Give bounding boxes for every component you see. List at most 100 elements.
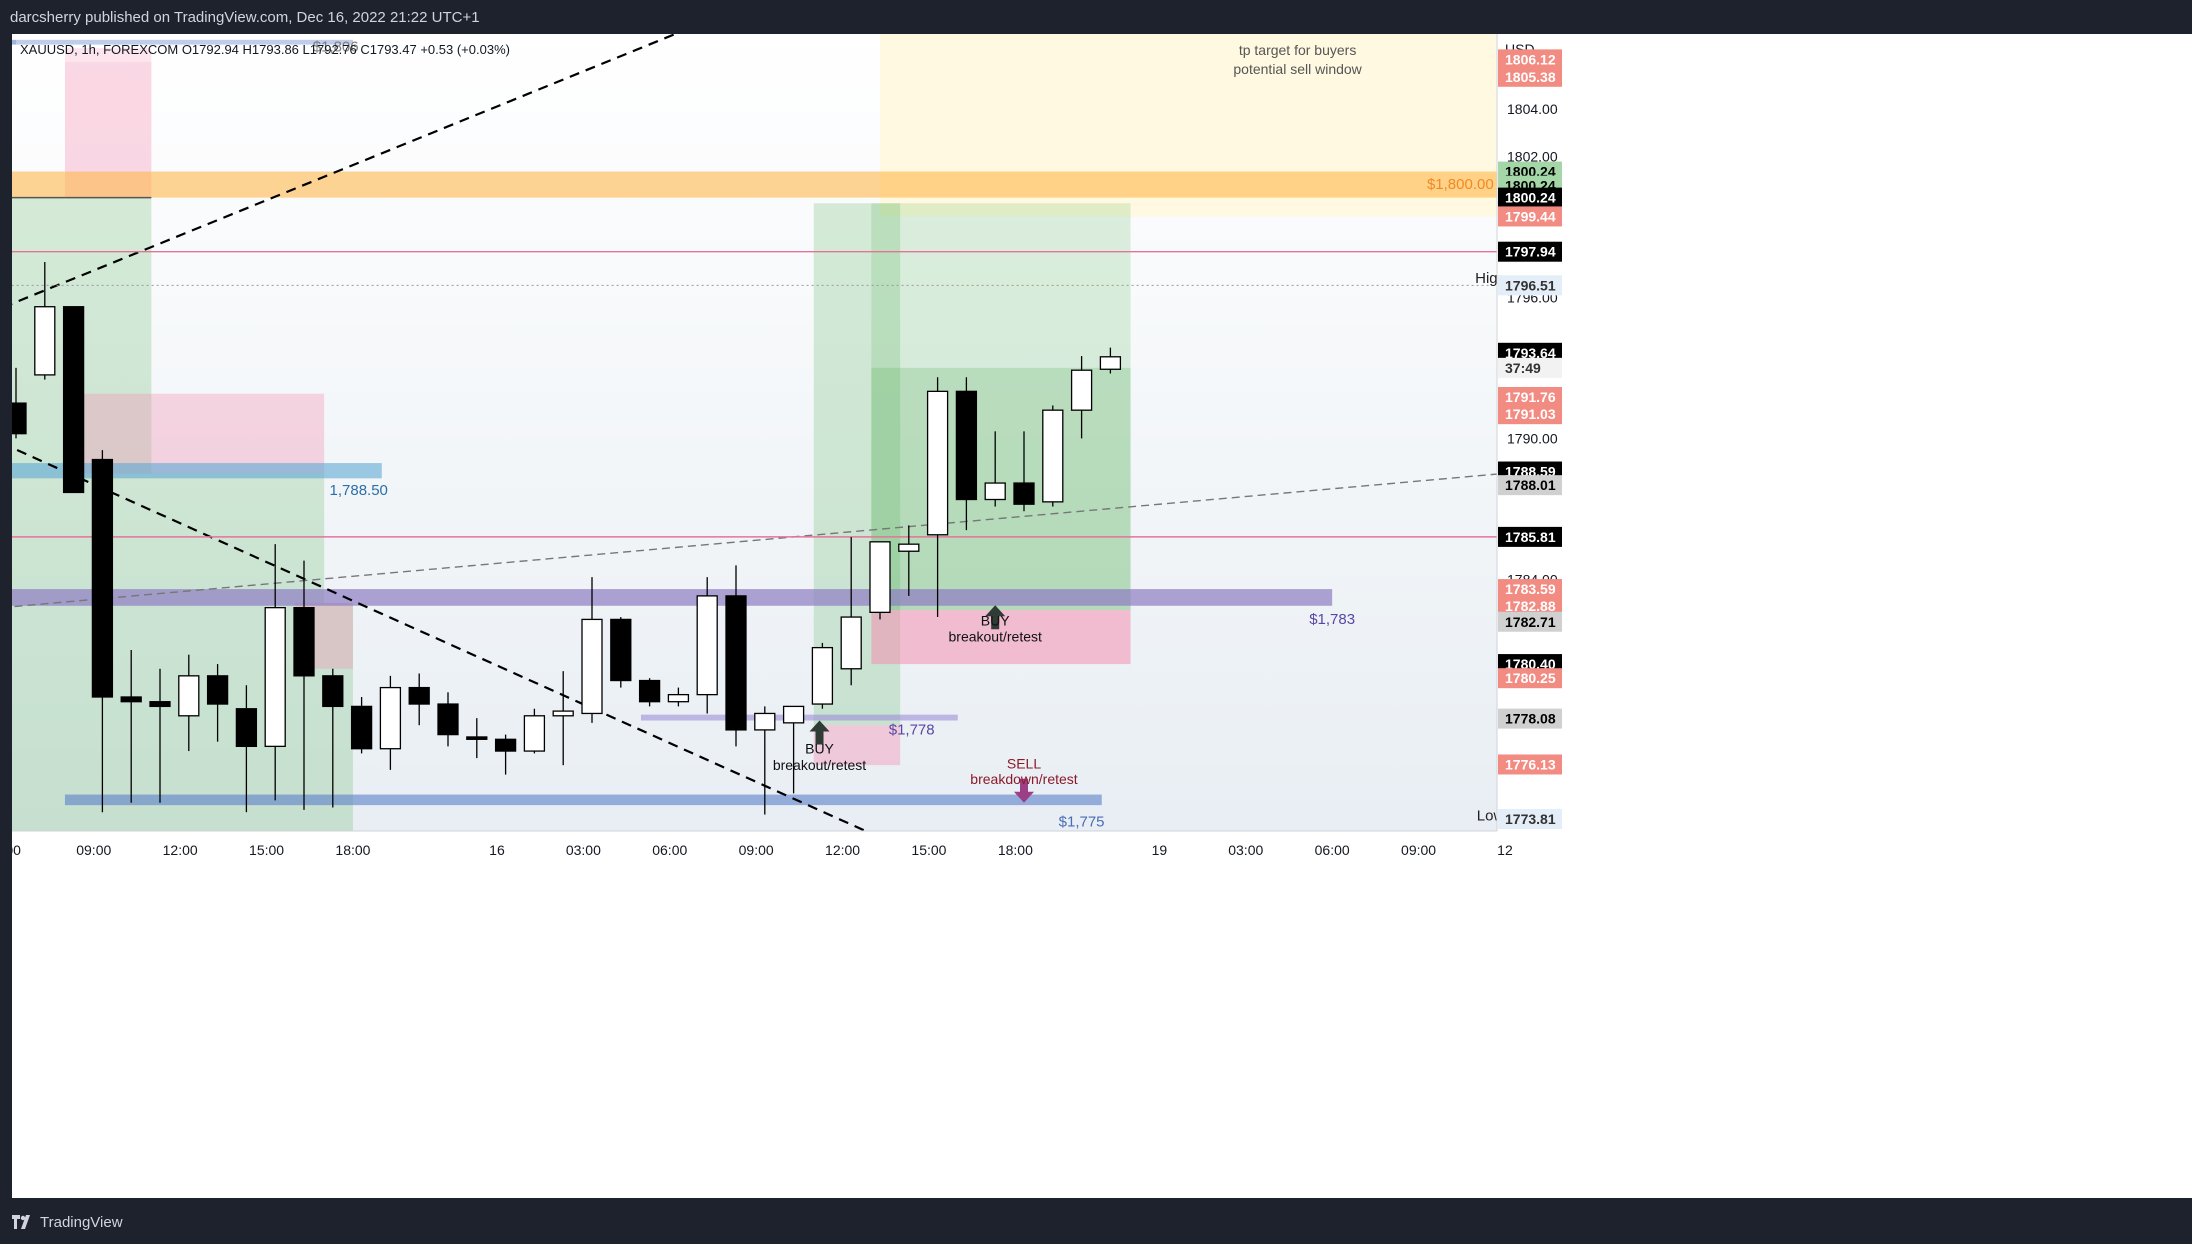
- candle-body-bull: [264, 607, 286, 748]
- annotation: breakout/retest: [949, 629, 1042, 645]
- candle-body-bull: [1099, 356, 1122, 370]
- price-label-text: 1791.76: [1505, 389, 1556, 405]
- candle-body-bear: [12, 402, 27, 435]
- long-zone-3: [324, 602, 353, 831]
- annotation: Low: [1477, 807, 1505, 824]
- price-label: 1793.64: [1498, 342, 1562, 363]
- candle-body-bear: [235, 708, 258, 748]
- price-label-text: 1800.24: [1505, 164, 1556, 180]
- price-chart[interactable]: tp target for buyers potential sell windo…: [12, 34, 2192, 1198]
- footer-bar: TradingView: [0, 1200, 2192, 1244]
- time-tick-label: 18:00: [998, 842, 1033, 858]
- price-label-text: 1797.94: [1505, 244, 1556, 260]
- candle-body-bear: [120, 696, 142, 703]
- price-label-text: 1783.59: [1505, 581, 1556, 597]
- price-label: 1791.76: [1498, 386, 1562, 407]
- time-tick-label: 15:00: [911, 842, 946, 858]
- candle: [437, 692, 459, 747]
- price-label-text: 1793.64: [1505, 345, 1556, 361]
- candle: [264, 544, 286, 801]
- price-label: 1805.38: [1498, 66, 1562, 87]
- candle: [322, 668, 344, 808]
- annotation: 1,788.50: [330, 482, 388, 499]
- candle-body-bear: [494, 738, 517, 752]
- time-tick-label: 15:00: [249, 842, 284, 858]
- candle-body-bear: [149, 701, 171, 708]
- candle: [581, 577, 603, 723]
- price-tick-label: 1790.00: [1507, 430, 1558, 446]
- candle-body-bull: [696, 595, 718, 696]
- price-label-bg: [1498, 241, 1562, 262]
- time-tick-label: 09:00: [739, 842, 774, 858]
- price-label-text: 1773.81: [1505, 811, 1556, 827]
- price-label-bg: [1498, 809, 1562, 830]
- price-label-text: 1776.13: [1505, 756, 1556, 772]
- price-tick-label: 1804.00: [1507, 101, 1558, 117]
- band-1806: [12, 39, 353, 45]
- candle: [840, 537, 862, 686]
- candle: [149, 668, 171, 803]
- candle-body-bear: [638, 679, 661, 703]
- time-tick-label: 12:00: [825, 842, 860, 858]
- price-label-bg: [1498, 386, 1562, 407]
- price-label-bg: [1498, 611, 1562, 632]
- candle: [610, 617, 632, 688]
- annotation: $1,775: [1059, 813, 1105, 830]
- candle: [62, 306, 85, 494]
- price-label-bg: [1498, 754, 1562, 775]
- short-zone-4: [813, 725, 901, 766]
- symbol-name: XAUUSD, 1h, FOREXCOM: [20, 42, 182, 57]
- time-tick-label: 03:00: [1228, 842, 1263, 858]
- price-label: 1773.81: [1498, 809, 1562, 830]
- price-label-text: 1782.88: [1505, 598, 1556, 614]
- price-label: 1796.51: [1498, 275, 1562, 296]
- candle: [178, 654, 200, 752]
- price-label: 1782.88: [1498, 595, 1562, 616]
- candle-body-bear: [955, 390, 978, 501]
- candle: [206, 664, 229, 742]
- price-label: 1783.59: [1498, 579, 1562, 600]
- annotation: BUY: [981, 612, 1010, 628]
- candle: [235, 685, 258, 813]
- price-label: 1799.44: [1498, 206, 1562, 227]
- price-label-text: 1800.24: [1505, 190, 1556, 206]
- candle-body-bear: [408, 686, 430, 705]
- candle: [379, 675, 402, 770]
- candle-body-bear: [91, 458, 114, 698]
- time-tick-label: 03:00: [566, 842, 601, 858]
- tradingview-logo[interactable]: TradingView: [12, 1214, 123, 1231]
- dashed-trend-up: [12, 34, 679, 305]
- short-zone-6: [871, 610, 1131, 665]
- candle-body-bull: [926, 390, 949, 536]
- price-label: 1791.03: [1498, 404, 1562, 425]
- time-tick-label: 06:00: [652, 842, 687, 858]
- price-label: 1780.25: [1498, 668, 1562, 689]
- candle-body-bull: [523, 715, 546, 752]
- candle: [1042, 405, 1064, 507]
- price-label-bg: [1498, 66, 1562, 87]
- price-label-bg: [1498, 404, 1562, 425]
- price-label-text: 1805.38: [1505, 69, 1556, 85]
- candle-body-bear: [437, 703, 459, 736]
- price-label: 1800.24: [1498, 187, 1562, 208]
- candle: [984, 431, 1006, 507]
- annotation: $1,783: [1309, 611, 1355, 628]
- price-label-bg: [1498, 475, 1562, 496]
- candle-body-bull: [984, 482, 1006, 501]
- dashed-trend-down: [12, 446, 867, 831]
- candle-body-bull: [1042, 409, 1064, 503]
- price-label-bg: [1498, 708, 1562, 729]
- sell-arrow: [1014, 778, 1034, 803]
- candle: [955, 377, 978, 531]
- candle-body-bull: [552, 710, 574, 717]
- price-label-text: 1778.08: [1505, 711, 1556, 727]
- chart-area[interactable]: tp target for buyers potential sell windo…: [12, 34, 2192, 1198]
- candle-body-bull: [178, 675, 200, 717]
- candle-body-bear: [1013, 482, 1035, 505]
- price-label-bg: [1498, 357, 1562, 378]
- publisher-line: darcsherry published on TradingView.com,…: [10, 8, 480, 26]
- candle: [91, 450, 114, 813]
- candle: [1099, 347, 1122, 374]
- candle-body-bear: [466, 736, 488, 740]
- price-label-text: 1785.81: [1505, 529, 1556, 545]
